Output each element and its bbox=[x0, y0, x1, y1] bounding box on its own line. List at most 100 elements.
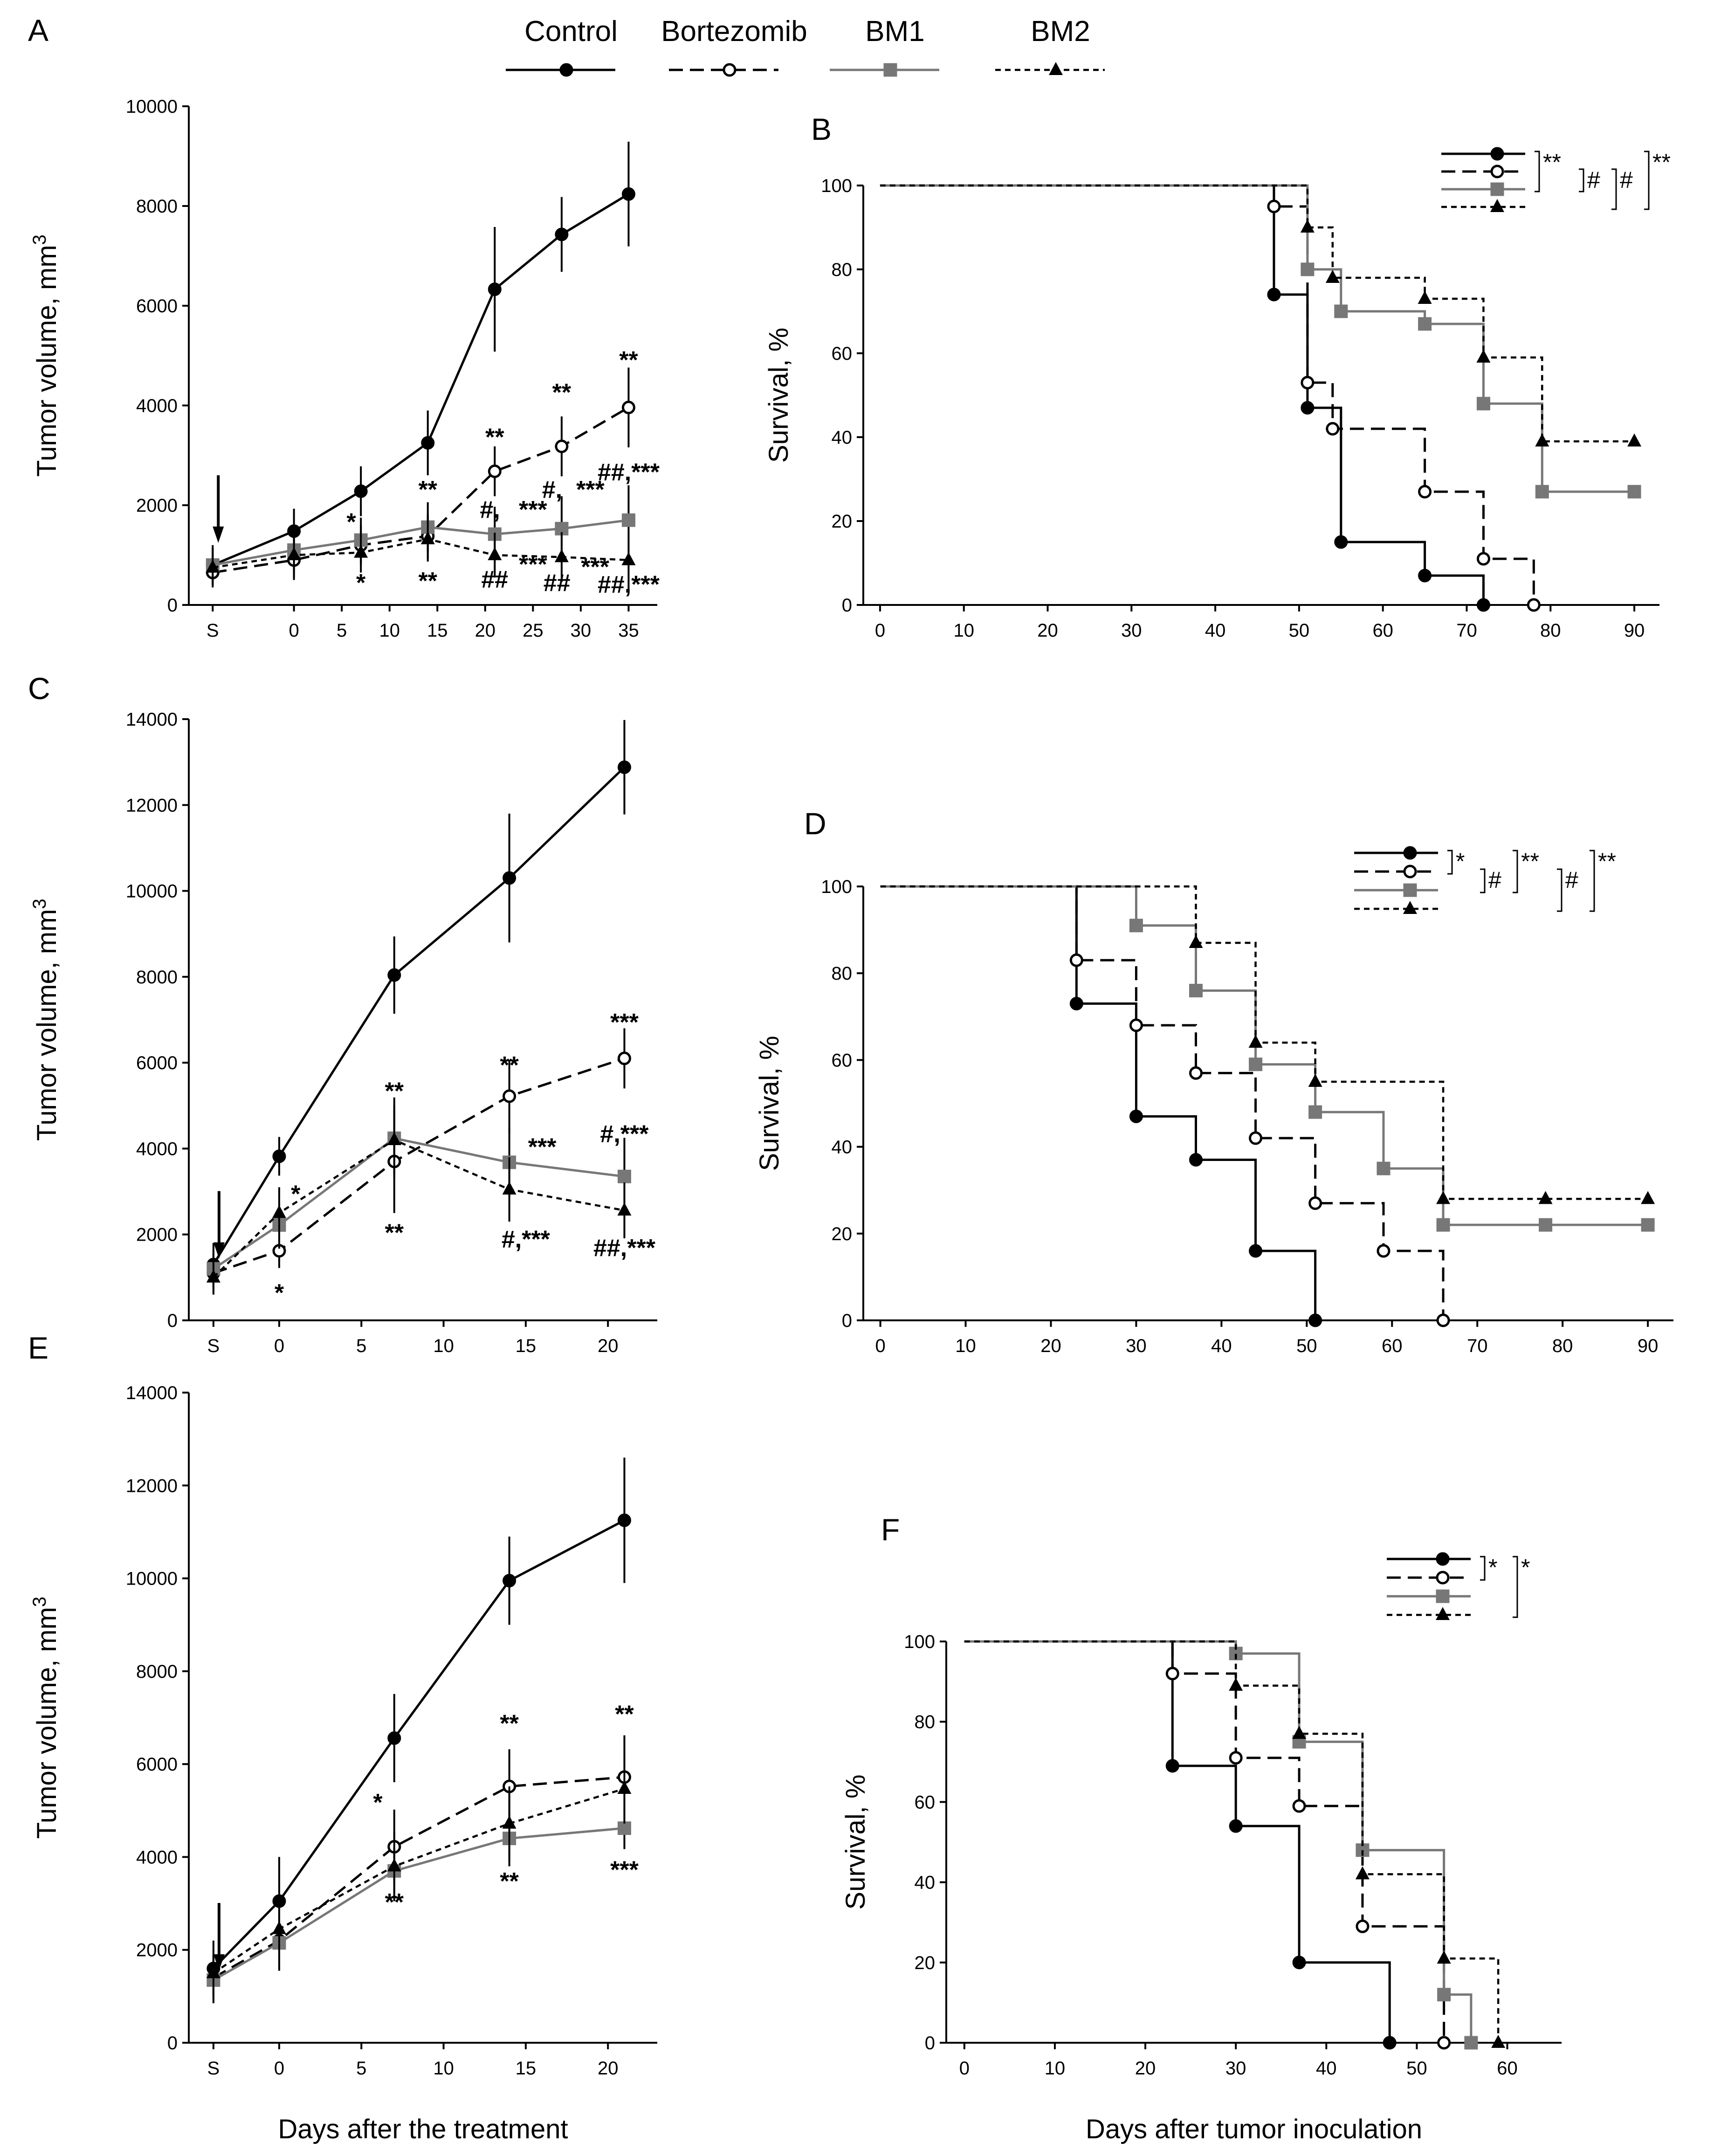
significance-label: ##,*** bbox=[598, 459, 660, 486]
series-line bbox=[880, 885, 1648, 1226]
data-point bbox=[1301, 262, 1315, 276]
data-point bbox=[272, 1921, 286, 1934]
data-point bbox=[1464, 2036, 1478, 2050]
data-point bbox=[1308, 1313, 1322, 1327]
x-tick-label: 20 bbox=[598, 2058, 619, 2079]
series-line bbox=[880, 885, 1445, 1320]
data-point bbox=[502, 1815, 516, 1829]
y-tick-label: 14000 bbox=[126, 1383, 178, 1403]
series-line bbox=[880, 184, 1535, 605]
y-tick-label: 12000 bbox=[126, 795, 178, 816]
data-point bbox=[488, 547, 502, 560]
y-tick-label: 0 bbox=[167, 1311, 178, 1331]
y-tick-label: 80 bbox=[915, 1712, 936, 1732]
series-control bbox=[206, 141, 635, 585]
data-point bbox=[617, 1169, 631, 1183]
x-tick-label: 70 bbox=[1467, 1336, 1488, 1356]
data-point bbox=[1229, 1677, 1243, 1691]
y-tick-label: 0 bbox=[925, 2033, 935, 2053]
data-point bbox=[206, 559, 220, 573]
data-point bbox=[1300, 220, 1315, 233]
panel-letter: C bbox=[28, 671, 50, 706]
data-point bbox=[1165, 1667, 1179, 1681]
series-line bbox=[880, 184, 1635, 493]
data-point bbox=[1418, 291, 1432, 304]
panel-letter: A bbox=[28, 13, 48, 48]
data-point bbox=[554, 549, 569, 563]
data-point bbox=[1129, 1109, 1143, 1123]
significance-label: *** bbox=[610, 1856, 639, 1883]
data-point bbox=[1069, 953, 1083, 967]
data-point bbox=[1301, 401, 1315, 415]
data-point bbox=[621, 187, 635, 201]
significance-label: ** bbox=[500, 1710, 519, 1737]
inset-legend-marker bbox=[1436, 1552, 1450, 1566]
data-point bbox=[502, 1574, 516, 1588]
data-point bbox=[1418, 485, 1432, 499]
significance-bracket bbox=[1644, 151, 1650, 210]
panel-letter: E bbox=[28, 1331, 48, 1365]
y-axis-title: Survival, % bbox=[754, 1036, 785, 1171]
x-tick-label: 70 bbox=[1456, 620, 1477, 641]
significance-label: * bbox=[356, 570, 366, 597]
significance-bracket bbox=[1579, 168, 1584, 192]
data-point bbox=[555, 439, 569, 453]
series-bortezomib bbox=[207, 1735, 631, 2001]
significance-label: ** bbox=[1543, 149, 1561, 175]
y-axis-title-superscript: 3 bbox=[29, 899, 50, 909]
y-tick-label: 100 bbox=[821, 877, 852, 897]
y-tick-label: 12000 bbox=[126, 1476, 178, 1496]
x-tick-label: 10 bbox=[1045, 2058, 1066, 2079]
significance-label: * bbox=[275, 1280, 284, 1307]
series-bm2 bbox=[206, 516, 636, 590]
series-line bbox=[964, 1640, 1446, 2043]
data-point bbox=[621, 513, 635, 527]
series-line bbox=[964, 1640, 1391, 2043]
series-bm1 bbox=[880, 184, 1641, 499]
x-tick-label: 0 bbox=[289, 620, 299, 641]
data-point bbox=[621, 400, 635, 414]
inset-legend: * # ** # ** bbox=[1354, 846, 1616, 914]
series-line bbox=[880, 184, 1485, 605]
significance-label: ** bbox=[619, 347, 638, 374]
data-point bbox=[1539, 1218, 1553, 1232]
y-tick-label: 8000 bbox=[136, 967, 178, 988]
data-point bbox=[1356, 1919, 1370, 1933]
series-control bbox=[880, 184, 1490, 612]
x-tick-label: 0 bbox=[959, 2058, 970, 2079]
y-tick-label: 0 bbox=[842, 1311, 852, 1331]
data-point bbox=[1377, 1244, 1390, 1258]
x-tick-label: S bbox=[207, 1336, 220, 1356]
x-tick-label: 35 bbox=[618, 620, 639, 641]
y-axis-title-superscript: 3 bbox=[29, 1597, 50, 1607]
data-point bbox=[1535, 485, 1549, 499]
series-bm1 bbox=[880, 885, 1655, 1232]
data-point bbox=[387, 968, 401, 982]
x-tick-label: 30 bbox=[1126, 1336, 1147, 1356]
data-point bbox=[1292, 1726, 1307, 1739]
data-point bbox=[387, 1858, 401, 1872]
significance-label: *** bbox=[519, 551, 547, 578]
data-point bbox=[1383, 2036, 1397, 2050]
inset-legend-marker bbox=[1403, 901, 1417, 914]
data-point bbox=[421, 436, 435, 450]
x-tick-label: 0 bbox=[274, 2058, 284, 2079]
chart-panel-d: D 0 20 40 60 80 100 0 10 20 30 40 50 60 70 80 90 Survival… bbox=[754, 806, 1673, 1356]
significance-bracket bbox=[1480, 1556, 1486, 1581]
x-tick-label: 50 bbox=[1406, 2058, 1427, 2079]
y-tick-label: 0 bbox=[167, 2033, 178, 2053]
y-tick-label: 0 bbox=[842, 595, 852, 616]
chart-panel-a: A 0 2000 4000 6000 8000 10000 S 0 5 10 15 20 25 30 35 Tu… bbox=[28, 13, 660, 641]
treatment-arrow-head bbox=[213, 1242, 225, 1259]
significance-label: ** bbox=[485, 424, 504, 451]
significance-label: ** bbox=[385, 1220, 404, 1247]
data-point bbox=[1129, 1018, 1143, 1032]
y-axis-title-text: Tumor volume, mm bbox=[32, 909, 62, 1140]
data-point bbox=[206, 1965, 220, 1978]
x-tick-label: 25 bbox=[523, 620, 544, 641]
data-point bbox=[488, 464, 502, 478]
data-point bbox=[1334, 304, 1348, 318]
x-tick-label: 10 bbox=[379, 620, 400, 641]
y-tick-label: 100 bbox=[904, 1632, 935, 1652]
